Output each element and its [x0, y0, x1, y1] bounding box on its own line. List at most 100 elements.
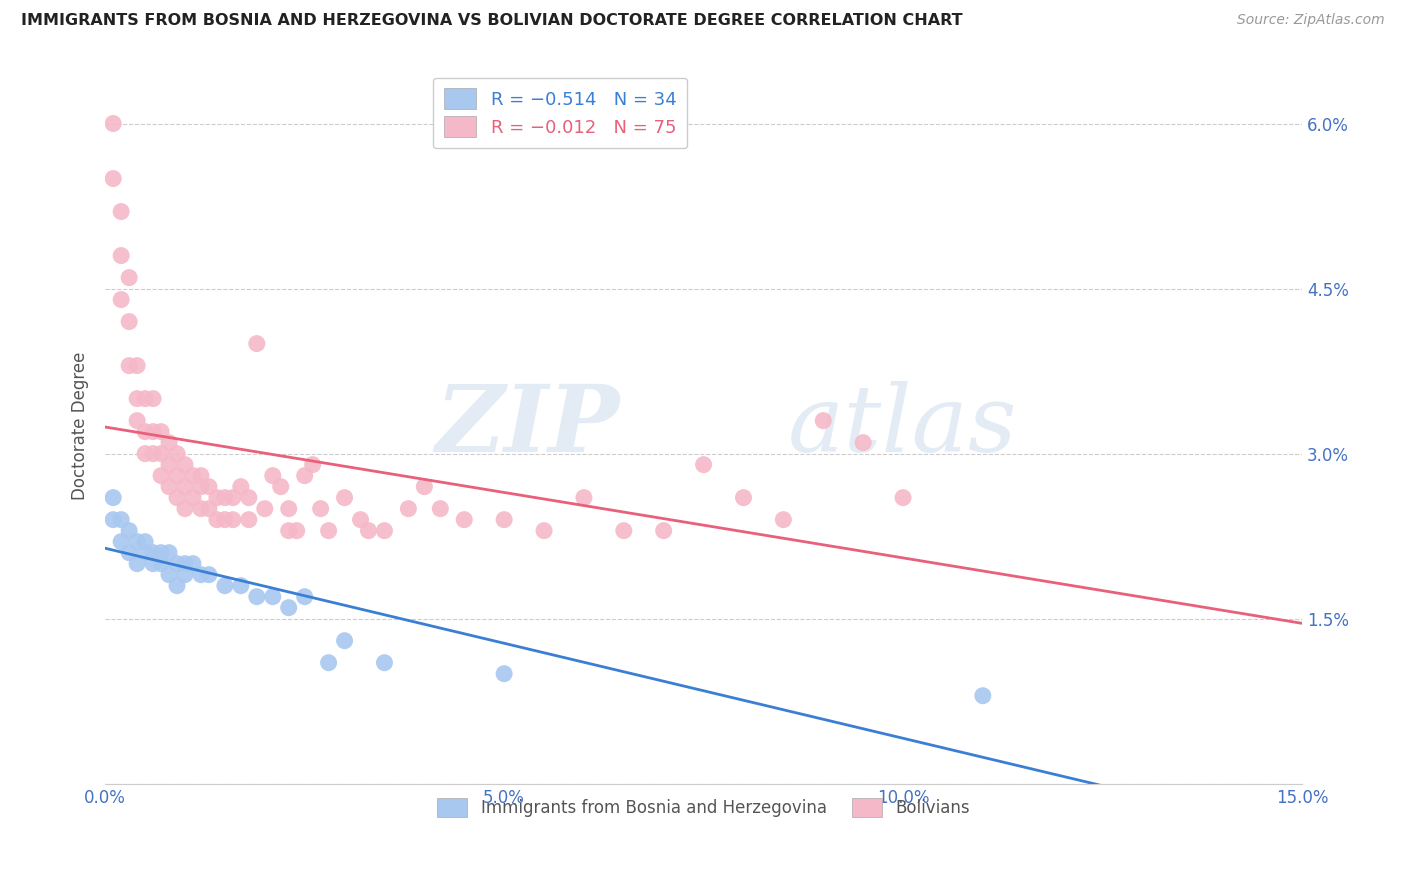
Point: [134, 546, 156, 560]
Point: [166, 579, 188, 593]
Point: [613, 524, 636, 538]
Point: [813, 414, 835, 428]
Point: [246, 336, 269, 351]
Point: [373, 656, 395, 670]
Point: [277, 600, 299, 615]
Point: [174, 501, 197, 516]
Point: [157, 435, 180, 450]
Point: [174, 458, 197, 472]
Point: [214, 513, 236, 527]
Y-axis label: Doctorate Degree: Doctorate Degree: [72, 352, 89, 500]
Point: [127, 534, 149, 549]
Point: [103, 513, 125, 527]
Point: [110, 204, 132, 219]
Text: ZIP: ZIP: [436, 381, 620, 471]
Point: [103, 171, 125, 186]
Point: [190, 567, 212, 582]
Point: [198, 567, 221, 582]
Point: [110, 534, 132, 549]
Point: [277, 501, 299, 516]
Point: [214, 491, 236, 505]
Point: [127, 414, 149, 428]
Point: [118, 315, 141, 329]
Point: [270, 480, 292, 494]
Point: [142, 546, 165, 560]
Point: [309, 501, 332, 516]
Point: [166, 468, 188, 483]
Point: [190, 501, 212, 516]
Point: [150, 557, 173, 571]
Point: [285, 524, 308, 538]
Legend: Immigrants from Bosnia and Herzegovina, Bolivians: Immigrants from Bosnia and Herzegovina, …: [429, 789, 979, 825]
Point: [118, 546, 141, 560]
Point: [429, 501, 451, 516]
Point: [205, 491, 228, 505]
Point: [127, 392, 149, 406]
Point: [229, 579, 252, 593]
Point: [142, 392, 165, 406]
Point: [198, 480, 221, 494]
Point: [118, 524, 141, 538]
Point: [142, 425, 165, 439]
Point: [110, 293, 132, 307]
Point: [134, 392, 156, 406]
Point: [157, 480, 180, 494]
Point: [142, 447, 165, 461]
Point: [134, 425, 156, 439]
Point: [301, 458, 323, 472]
Point: [238, 513, 260, 527]
Point: [150, 546, 173, 560]
Point: [198, 501, 221, 516]
Point: [262, 590, 284, 604]
Point: [333, 491, 356, 505]
Point: [181, 468, 204, 483]
Point: [205, 513, 228, 527]
Point: [494, 666, 516, 681]
Point: [190, 480, 212, 494]
Point: [652, 524, 675, 538]
Point: [692, 458, 714, 472]
Point: [150, 447, 173, 461]
Point: [190, 468, 212, 483]
Point: [972, 689, 994, 703]
Point: [494, 513, 516, 527]
Point: [852, 435, 875, 450]
Point: [318, 656, 340, 670]
Point: [150, 425, 173, 439]
Point: [110, 249, 132, 263]
Point: [396, 501, 419, 516]
Point: [127, 359, 149, 373]
Point: [349, 513, 371, 527]
Text: Source: ZipAtlas.com: Source: ZipAtlas.com: [1237, 13, 1385, 28]
Point: [134, 447, 156, 461]
Point: [357, 524, 380, 538]
Point: [134, 534, 156, 549]
Point: [174, 480, 197, 494]
Point: [150, 468, 173, 483]
Point: [181, 557, 204, 571]
Point: [572, 491, 595, 505]
Point: [181, 491, 204, 505]
Point: [166, 557, 188, 571]
Point: [253, 501, 276, 516]
Point: [174, 557, 197, 571]
Point: [373, 524, 395, 538]
Text: IMMIGRANTS FROM BOSNIA AND HERZEGOVINA VS BOLIVIAN DOCTORATE DEGREE CORRELATION : IMMIGRANTS FROM BOSNIA AND HERZEGOVINA V…: [21, 13, 963, 29]
Point: [229, 480, 252, 494]
Point: [413, 480, 436, 494]
Point: [333, 633, 356, 648]
Point: [166, 447, 188, 461]
Point: [294, 590, 316, 604]
Point: [118, 359, 141, 373]
Point: [277, 524, 299, 538]
Point: [262, 468, 284, 483]
Point: [103, 116, 125, 130]
Point: [127, 557, 149, 571]
Point: [222, 491, 245, 505]
Text: atlas: atlas: [787, 381, 1017, 471]
Point: [222, 513, 245, 527]
Point: [214, 579, 236, 593]
Point: [110, 513, 132, 527]
Point: [157, 546, 180, 560]
Point: [772, 513, 794, 527]
